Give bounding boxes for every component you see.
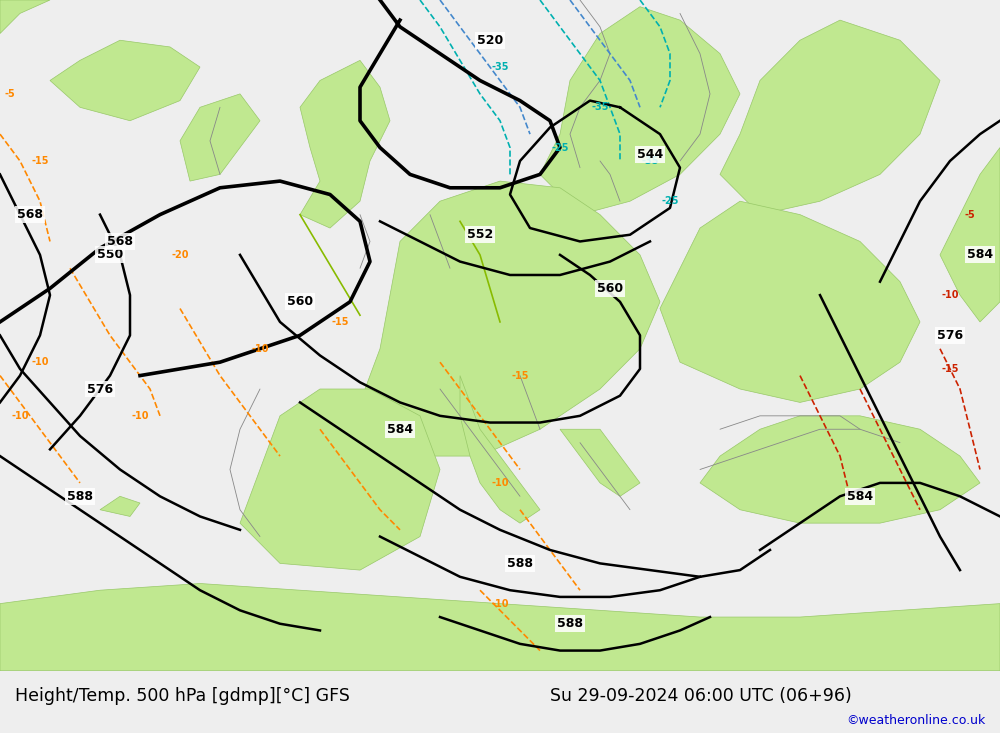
Text: -25: -25 xyxy=(661,196,679,206)
Text: -5: -5 xyxy=(965,210,975,220)
Text: -10: -10 xyxy=(31,357,49,367)
Text: -15: -15 xyxy=(941,364,959,374)
Polygon shape xyxy=(540,7,740,215)
Polygon shape xyxy=(100,496,140,517)
Text: 588: 588 xyxy=(67,490,93,503)
Polygon shape xyxy=(180,94,260,181)
Text: 560: 560 xyxy=(287,295,313,309)
Text: -35: -35 xyxy=(641,156,659,166)
Text: -20: -20 xyxy=(171,250,189,260)
Polygon shape xyxy=(0,583,1000,671)
Polygon shape xyxy=(360,181,660,456)
Text: 588: 588 xyxy=(557,617,583,630)
Text: -5: -5 xyxy=(5,89,15,99)
Text: -10: -10 xyxy=(941,290,959,300)
Polygon shape xyxy=(0,0,50,34)
Text: -10: -10 xyxy=(131,410,149,421)
Text: 544: 544 xyxy=(637,148,663,161)
Polygon shape xyxy=(560,430,640,496)
Text: 552: 552 xyxy=(467,228,493,241)
Text: -10: -10 xyxy=(491,599,509,608)
Text: -15: -15 xyxy=(31,156,49,166)
Text: 588: 588 xyxy=(507,557,533,570)
Polygon shape xyxy=(460,375,540,523)
Text: 560: 560 xyxy=(597,282,623,295)
Polygon shape xyxy=(940,147,1000,322)
Text: 576: 576 xyxy=(87,383,113,396)
Text: 568: 568 xyxy=(17,208,43,221)
Text: Su 29-09-2024 06:00 UTC (06+96): Su 29-09-2024 06:00 UTC (06+96) xyxy=(550,687,852,704)
Text: ©weatheronline.co.uk: ©weatheronline.co.uk xyxy=(846,714,985,727)
Polygon shape xyxy=(660,202,920,402)
Polygon shape xyxy=(700,416,980,523)
Text: -10: -10 xyxy=(11,410,29,421)
Text: 584: 584 xyxy=(967,248,993,262)
Text: 568: 568 xyxy=(107,235,133,248)
Text: -10: -10 xyxy=(251,344,269,354)
Text: -15: -15 xyxy=(331,317,349,327)
Text: -15: -15 xyxy=(511,371,529,380)
Text: -35: -35 xyxy=(491,62,509,72)
Text: 576: 576 xyxy=(937,329,963,342)
Text: Height/Temp. 500 hPa [gdmp][°C] GFS: Height/Temp. 500 hPa [gdmp][°C] GFS xyxy=(15,687,350,704)
Text: 520: 520 xyxy=(477,34,503,47)
Text: 584: 584 xyxy=(847,490,873,503)
Polygon shape xyxy=(300,60,390,228)
Text: -25: -25 xyxy=(551,142,569,152)
Text: -10: -10 xyxy=(491,478,509,488)
Text: 550: 550 xyxy=(97,248,123,262)
Polygon shape xyxy=(720,20,940,215)
Text: -35: -35 xyxy=(591,103,609,112)
Polygon shape xyxy=(50,40,200,121)
Text: 584: 584 xyxy=(387,423,413,435)
Polygon shape xyxy=(240,389,440,570)
